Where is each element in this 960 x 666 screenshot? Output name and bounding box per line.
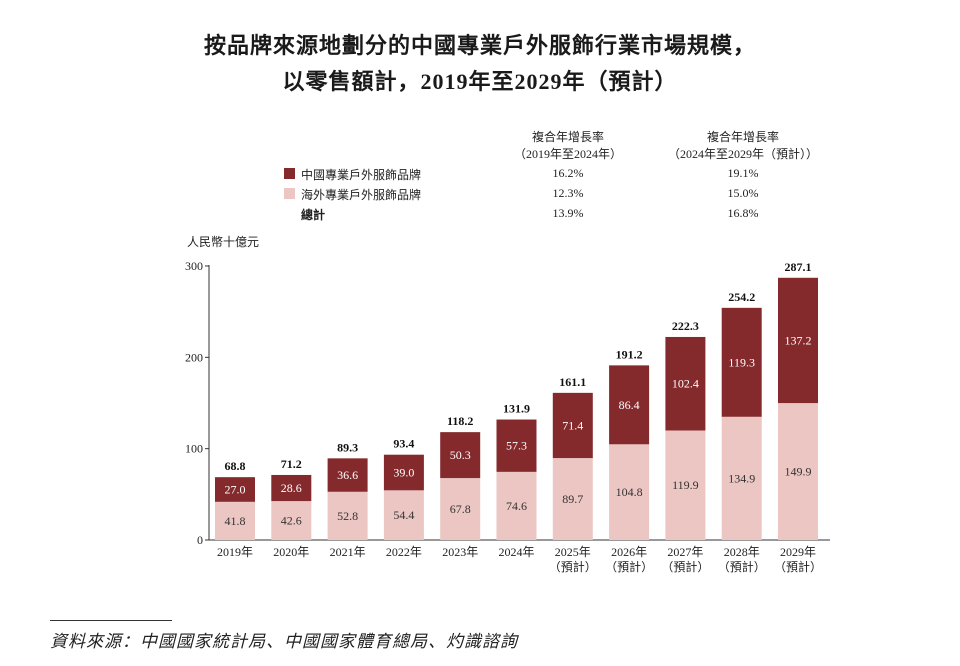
bar-domestic	[496, 419, 537, 472]
data-label-total: 89.3	[337, 440, 358, 454]
cagr-header-2: 複合年增長率 （2024年至2029年（預計））	[668, 128, 818, 162]
data-label-total: 222.3	[672, 319, 699, 333]
legend-label-overseas: 海外專業戶外服飾品牌	[301, 188, 422, 202]
x-tick-label: 2019年	[217, 545, 253, 559]
bar-overseas	[215, 501, 255, 540]
data-label-overseas: 134.9	[728, 471, 755, 485]
data-label-total: 254.2	[728, 290, 755, 304]
source-note: 資料來源：中國國家統計局、中國國家體育總局、灼識諮詢	[50, 632, 518, 651]
data-label-overseas: 52.8	[337, 509, 358, 523]
x-tick-label: 2021年	[330, 545, 366, 559]
x-tick-label: 2022年	[386, 545, 422, 559]
x-tick-label: 2029年	[780, 545, 816, 559]
data-label-overseas: 149.9	[785, 465, 812, 479]
x-tick-label: 2027年	[667, 545, 703, 559]
cagr-header-1-line1: 複合年增長率	[531, 130, 605, 144]
bar-overseas	[552, 458, 593, 540]
x-tick-label: （預計）	[549, 559, 597, 574]
bar-overseas	[383, 490, 424, 540]
data-label-total: 287.1	[785, 260, 812, 274]
x-tick-label: 2024年	[498, 545, 534, 559]
data-label-total: 161.1	[559, 375, 586, 389]
bar-domestic	[440, 432, 481, 479]
bar-overseas	[271, 501, 312, 540]
bar-overseas	[440, 478, 481, 540]
cagr-header-1: 複合年增長率 （2019年至2024年）	[514, 128, 622, 162]
legend-label-total: 總計	[301, 208, 326, 222]
x-tick-label: （預計）	[661, 559, 709, 574]
data-label-overseas: 42.6	[281, 514, 302, 528]
data-label-domestic: 28.6	[281, 481, 302, 495]
bar-domestic	[721, 307, 762, 417]
data-label-overseas: 89.7	[562, 492, 583, 506]
data-label-total: 68.8	[225, 459, 246, 473]
x-tick-label: 2028年	[724, 545, 760, 559]
data-label-domestic: 137.2	[785, 333, 812, 347]
x-tick-label: 2023年	[442, 545, 478, 559]
data-label-domestic: 50.3	[450, 448, 471, 462]
data-label-domestic: 57.3	[506, 439, 527, 453]
cagr-overseas-2: 15.0%	[727, 186, 759, 200]
y-axis-unit-label: 人民幣十億元	[187, 235, 260, 249]
y-tick-label: 100	[185, 442, 203, 456]
y-tick-label: 0	[197, 533, 203, 547]
cagr-total-2: 16.8%	[727, 206, 759, 220]
data-label-total: 93.4	[393, 437, 414, 451]
data-label-overseas: 74.6	[506, 499, 527, 513]
bar-domestic	[609, 365, 650, 445]
bar-overseas	[721, 416, 762, 540]
bar-domestic	[665, 336, 706, 431]
data-label-overseas: 54.4	[393, 508, 414, 522]
data-label-total: 71.2	[281, 457, 302, 471]
source-divider	[50, 620, 172, 621]
legend-label-domestic: 中國專業戶外服飾品牌	[301, 168, 422, 182]
data-label-domestic: 71.4	[562, 418, 583, 432]
bar-domestic	[778, 277, 818, 404]
data-label-domestic: 39.0	[393, 466, 414, 480]
cagr-total-1: 13.9%	[552, 206, 584, 220]
chart-title-line2: 以零售額計，2019年至2029年（預計）	[282, 69, 678, 94]
x-tick-label: （預計）	[718, 559, 766, 574]
data-label-domestic: 27.0	[225, 482, 246, 496]
x-tick-label: 2020年	[273, 545, 309, 559]
legend-swatch-domestic	[284, 168, 295, 179]
data-label-overseas: 67.8	[450, 502, 471, 516]
data-label-overseas: 119.9	[672, 478, 699, 492]
data-label-domestic: 119.3	[728, 355, 755, 369]
x-tick-label: 2025年	[555, 545, 591, 559]
data-label-total: 191.2	[616, 347, 643, 361]
data-label-domestic: 102.4	[672, 377, 699, 391]
bar-domestic	[383, 454, 424, 491]
bar-overseas	[778, 403, 818, 540]
cagr-header-2-line1: 複合年增長率	[706, 130, 780, 144]
cagr-domestic-2: 19.1%	[727, 166, 759, 180]
x-tick-label: 2026年	[611, 545, 647, 559]
bar-overseas	[496, 471, 537, 540]
cagr-overseas-1: 12.3%	[552, 186, 584, 200]
legend-swatch-overseas	[284, 188, 295, 199]
cagr-header-1-line2: （2019年至2024年）	[513, 147, 623, 161]
data-label-overseas: 104.8	[616, 485, 643, 499]
bar-overseas	[609, 444, 650, 540]
x-tick-label: （預計）	[605, 559, 653, 574]
bar-domestic	[327, 458, 368, 492]
data-label-domestic: 86.4	[619, 398, 640, 412]
data-label-total: 118.2	[447, 414, 473, 428]
bar-overseas	[665, 430, 706, 540]
y-tick-label: 200	[185, 350, 203, 364]
bar-domestic	[552, 392, 593, 459]
cagr-header-2-line2: （2024年至2029年（預計））	[667, 147, 819, 161]
y-tick-label: 300	[185, 259, 203, 273]
chart-title-line1: 按品牌來源地劃分的中國專業戶外服飾行業市場規模，	[203, 33, 756, 58]
cagr-domestic-1: 16.2%	[552, 166, 584, 180]
data-label-domestic: 36.6	[337, 468, 358, 482]
bar-overseas	[327, 491, 368, 540]
bar-domestic	[215, 477, 255, 502]
data-label-overseas: 41.8	[225, 514, 246, 528]
x-tick-label: （預計）	[774, 559, 822, 574]
bar-domestic	[271, 474, 312, 502]
data-label-total: 131.9	[503, 402, 530, 416]
